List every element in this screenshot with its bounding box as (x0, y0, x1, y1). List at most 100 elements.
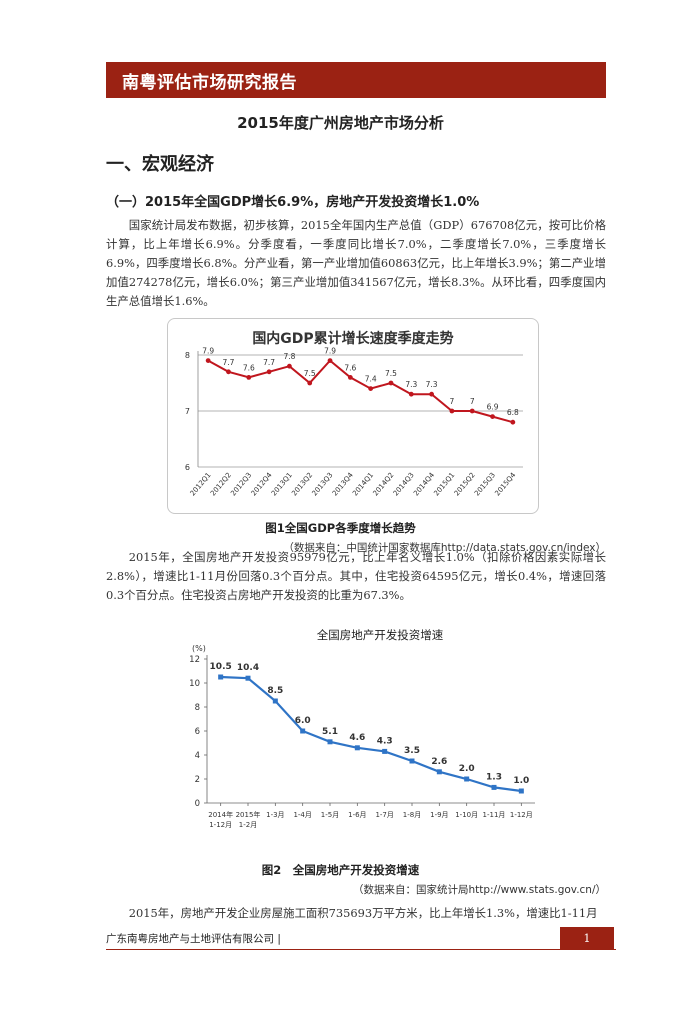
chart2-x-tick-label: 1-3月 (266, 811, 284, 819)
chart1-data-point (307, 380, 313, 386)
chart2-data-point (272, 698, 278, 704)
chart2-data-label: 10.5 (210, 662, 232, 672)
paragraph-gdp: 国家统计局发布数据，初步核算，2015全年国内生产总值（GDP）676708亿元… (106, 218, 606, 308)
figure1-source: （数据来自：中国统计国家数据库http://data.stats.gov.cn/… (283, 542, 606, 554)
chart2-data-point (300, 728, 306, 734)
chart2-data-label: 8.5 (267, 686, 283, 696)
chart2-x-tick-label: 1-12月 (510, 811, 533, 819)
chart1-y-tick-label: 7 (185, 407, 190, 416)
chart1-data-label: 7.9 (202, 347, 214, 356)
chart2-data-point (491, 784, 497, 790)
banner-title: 南粤评估市场研究报告 (122, 72, 297, 93)
chart1-data-point (205, 358, 211, 363)
chart1-data-point (388, 380, 394, 386)
chart2-y-tick-label: 12 (189, 655, 200, 665)
chart2-data-point (218, 674, 224, 680)
chart2-x-tick-label: 1-7月 (375, 811, 393, 819)
chart1-data-label: 7 (450, 397, 455, 406)
chart2-series-line (220, 675, 522, 793)
chart2-data-point (436, 769, 442, 775)
document-title: 2015年度广州房地产市场分析 (237, 114, 444, 132)
chart1-data-label: 7.3 (405, 380, 417, 389)
figure2-source: （数据来自：国家统计局http://www.stats.gov.cn/） (352, 884, 606, 896)
chart2-x-tick-label: 2015年 (236, 810, 261, 819)
chart2-y-tick-label: 6 (195, 727, 200, 737)
chart1-data-point (287, 363, 292, 369)
chart2-x-tick-label: 2014年 (208, 810, 233, 819)
footer-company: 广东南粤房地产与土地评估有限公司 | (106, 933, 281, 945)
chart1-data-point (246, 375, 252, 380)
figure2-caption: 图2 全国房地产开发投资增速 (261, 863, 420, 877)
chart2-x-tick-label: 1-12月 (209, 821, 232, 829)
report-banner: 南粤评估市场研究报告 (106, 62, 606, 98)
chart2-x-tick-label: 1-8月 (403, 811, 421, 819)
chart1-data-point (327, 358, 333, 363)
chart2-data-point (382, 748, 388, 754)
chart1-data-label: 7.5 (385, 369, 397, 378)
chart1-data-label: 7.7 (223, 358, 235, 367)
chart2-data-point (354, 745, 360, 751)
chart1-data-point (226, 369, 231, 375)
chart1-data-point (429, 391, 434, 397)
chart2-data-label: 6.0 (295, 716, 311, 726)
chart2-data-label: 5.1 (322, 727, 338, 737)
chart1-data-label: 7 (470, 397, 475, 406)
subsection-heading: （一）2015年全国GDP增长6.9%，房地产开发投资增长1.0% (106, 195, 480, 210)
chart1-title: 国内GDP累计增长速度季度走势 (252, 330, 453, 347)
chart2-data-label: 2.0 (459, 764, 475, 774)
chart1-data-point (408, 391, 414, 397)
chart2-data-label: 1.0 (513, 776, 529, 786)
section-heading: 一、宏观经济 (106, 154, 214, 175)
chart1-data-label: 7.5 (304, 369, 316, 378)
chart2-data-label: 10.4 (237, 663, 259, 673)
chart2-y-tick-label: 2 (195, 775, 200, 785)
investment-chart-svg: 全国房地产开发投资增速 (%) 0 2 4 6 8 10 12 10.5 10.4 8.5 6.0 5.1… (189, 628, 535, 829)
chart1-data-point (449, 408, 455, 414)
chart1-data-label: 7.4 (365, 375, 377, 384)
chart2-x-tick-label: 1-2月 (239, 821, 257, 829)
chart2-y-tick-label: 0 (195, 799, 200, 809)
chart2-data-point (464, 776, 470, 782)
chart1-x-tick-label: 2015Q4 (493, 471, 517, 498)
chart2-data-point (409, 758, 415, 764)
chart2-y-unit-label: (%) (192, 644, 206, 653)
chart2-y-tick-label: 8 (195, 703, 200, 713)
footer-divider (106, 949, 616, 950)
chart2-data-label: 4.6 (349, 733, 365, 743)
gdp-chart-svg: 国内GDP累计增长速度季度走势 6 7 8 7.9 7.7 7.6 7.7 7.8 7.5 7.9 7… (185, 330, 523, 498)
gdp-chart: 国内GDP累计增长速度季度走势 6 7 8 7.9 7.7 7.6 7.7 7.8 7.5 7.9 7… (167, 318, 539, 514)
chart1-data-label: 7.8 (283, 352, 295, 361)
chart2-x-tick-label: 1-4月 (293, 811, 311, 819)
chart2-x-tick-label: 1-6月 (348, 811, 366, 819)
chart2-data-label: 2.6 (431, 757, 447, 767)
investment-chart: 全国房地产开发投资增速 (%) 0 2 4 6 8 10 12 10.5 10.4 8.5 6.0 5.1… (180, 625, 550, 847)
chart1-y-tick-label: 6 (185, 463, 190, 472)
chart1-data-label: 6.8 (507, 408, 519, 417)
chart1-data-label: 7.9 (324, 347, 336, 356)
chart1-data-label: 7.6 (243, 363, 255, 372)
chart1-data-label: 7.7 (263, 358, 275, 367)
chart2-data-label: 4.3 (377, 736, 393, 746)
chart2-data-label: 3.5 (404, 746, 420, 756)
chart1-data-point (490, 414, 495, 419)
paragraph-construction: 2015年，房地产开发企业房屋施工面积735693万平方米，比上年增长1.3%，… (128, 906, 598, 920)
chart2-data-point (518, 788, 524, 794)
chart1-series-line (207, 359, 514, 424)
chart1-data-point (469, 408, 475, 414)
chart2-data-point (327, 739, 333, 745)
figure1-caption: 图1全国GDP各季度增长趋势 (265, 521, 416, 535)
chart1-data-label: 6.9 (487, 403, 499, 412)
page-number: 1 (560, 927, 614, 949)
chart2-x-tick-label: 1-5月 (321, 811, 339, 819)
chart1-data-point (347, 375, 353, 380)
chart2-x-tick-label: 1-11月 (483, 811, 506, 819)
chart2-y-tick-label: 4 (195, 751, 200, 761)
paragraph-investment: 2015年，全国房地产开发投资95979亿元，比上年名义增长1.0%（扣除价格因… (106, 550, 606, 602)
chart2-x-tick-label: 1-9月 (430, 811, 448, 819)
chart1-data-label: 7.3 (426, 380, 438, 389)
chart2-data-label: 1.3 (486, 772, 502, 782)
chart1-y-tick-label: 8 (185, 351, 190, 360)
chart1-data-point (266, 369, 272, 375)
chart2-data-point (245, 675, 251, 681)
chart2-x-tick-label: 1-10月 (455, 811, 478, 819)
